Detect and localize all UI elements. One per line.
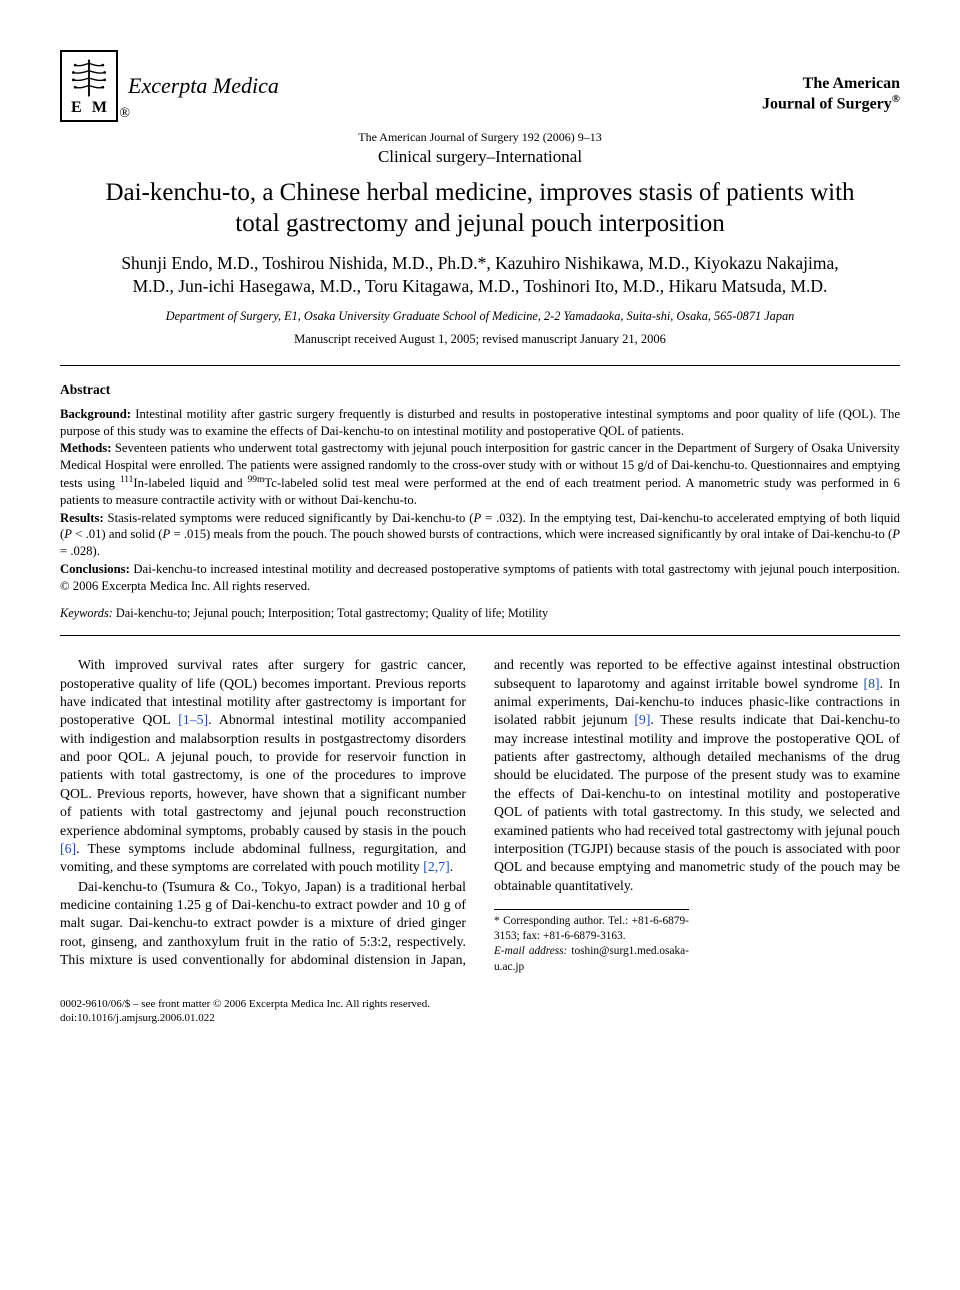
rule-top (60, 365, 900, 366)
header-row: EM ® Excerpta Medica The American Journa… (60, 50, 900, 122)
p-value-2: P (64, 527, 72, 541)
p1-b: . Abnormal intestinal motility accompani… (60, 712, 466, 837)
conclusions-label: Conclusions: (60, 562, 130, 576)
registered-icon: ® (119, 106, 130, 122)
body-text: With improved survival rates after surge… (60, 656, 900, 974)
p1-d: . (450, 859, 453, 874)
methods-text-b: In-labeled liquid and (133, 476, 247, 490)
section-name: Clinical surgery–International (60, 147, 900, 167)
results-text-d: = .015) meals from the pouch. The pouch … (170, 527, 892, 541)
p2-c: . These results indicate that Dai-kenchu… (494, 712, 900, 892)
abstract-results: Results: Stasis-related symptoms were re… (60, 510, 900, 560)
publisher-logo: EM ® (60, 50, 118, 122)
ref-link-8[interactable]: [8] (863, 676, 879, 691)
article-title: Dai-kenchu-to, a Chinese herbal medicine… (100, 177, 860, 240)
doi-line: doi:10.1016/j.amjsurg.2006.01.022 (60, 1011, 900, 1025)
abstract-heading: Abstract (60, 382, 900, 398)
background-text: Intestinal motility after gastric surger… (60, 407, 900, 438)
p1-c: . These symptoms include abdominal fulln… (60, 841, 466, 874)
rule-bottom (60, 635, 900, 636)
body-paragraph-1: With improved survival rates after surge… (60, 656, 466, 876)
results-text-e: = .028). (60, 544, 100, 558)
isotope-99m: 99m (247, 475, 264, 485)
results-label: Results: (60, 511, 104, 525)
publisher-logo-block: EM ® Excerpta Medica (60, 50, 279, 122)
journal-name: The American Journal of Surgery® (762, 74, 900, 114)
corresponding-author: * Corresponding author. Tel.: +81-6-6879… (494, 914, 689, 945)
abstract-block: Abstract Background: Intestinal motility… (60, 382, 900, 595)
keywords-line: Keywords: Dai-kenchu-to; Jejunal pouch; … (60, 606, 900, 621)
ref-link-2-7[interactable]: [2,7] (423, 859, 449, 874)
results-text-c: < .01) and solid ( (72, 527, 163, 541)
methods-label: Methods: (60, 441, 111, 455)
ref-link-6[interactable]: [6] (60, 841, 76, 856)
keywords-label: Keywords: (60, 606, 113, 620)
results-text-a: Stasis-related symptoms were reduced sig… (104, 511, 474, 525)
email-label: E-mail address: (494, 945, 567, 957)
journal-name-line2: Journal of Surgery (762, 96, 892, 113)
citation-line: The American Journal of Surgery 192 (200… (60, 130, 900, 145)
copyright-line: 0002-9610/06/$ – see front matter © 2006… (60, 997, 900, 1011)
email-line: E-mail address: toshin@surg1.med.osaka-u… (494, 944, 689, 975)
ref-link-9[interactable]: [9] (634, 712, 650, 727)
logo-initials: EM (66, 100, 112, 116)
logo-tree-icon (66, 56, 112, 100)
isotope-111: 111 (120, 475, 134, 485)
p-value-4: P (892, 527, 900, 541)
background-label: Background: (60, 407, 131, 421)
footnote-block: * Corresponding author. Tel.: +81-6-6879… (494, 909, 689, 975)
ref-link-1-5[interactable]: [1–5] (178, 712, 208, 727)
publisher-name: Excerpta Medica (128, 73, 279, 99)
conclusions-text: Dai-kenchu-to increased intestinal motil… (60, 562, 900, 593)
abstract-conclusions: Conclusions: Dai-kenchu-to increased int… (60, 561, 900, 595)
manuscript-dates: Manuscript received August 1, 2005; revi… (60, 332, 900, 347)
affiliation: Department of Surgery, E1, Osaka Univers… (60, 309, 900, 324)
bottom-matter: 0002-9610/06/$ – see front matter © 2006… (60, 997, 900, 1026)
abstract-methods: Methods: Seventeen patients who underwen… (60, 440, 900, 508)
abstract-background: Background: Intestinal motility after ga… (60, 406, 900, 440)
authors-list: Shunji Endo, M.D., Toshirou Nishida, M.D… (100, 252, 860, 299)
keywords-text: Dai-kenchu-to; Jejunal pouch; Interposit… (113, 606, 548, 620)
journal-registered: ® (892, 93, 900, 105)
journal-name-line1: The American (803, 75, 900, 92)
